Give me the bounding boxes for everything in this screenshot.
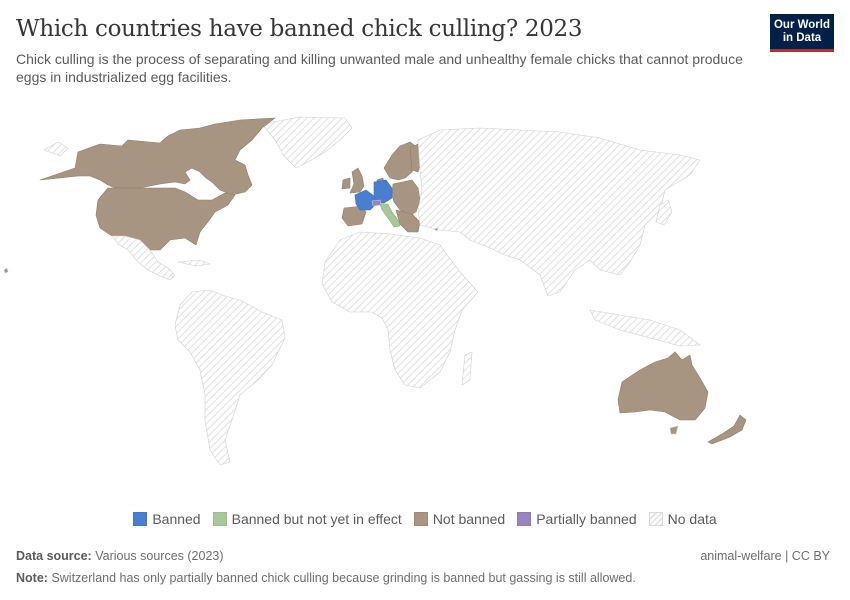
chart-title: Which countries have banned chick cullin… xyxy=(16,16,583,42)
continent-south-america[interactable] xyxy=(174,289,286,466)
country-caribbean[interactable] xyxy=(177,259,211,267)
data-source-label: Data source: xyxy=(16,549,92,563)
chart-subtitle: Chick culling is the process of separati… xyxy=(16,51,743,85)
country-australia[interactable] xyxy=(617,351,709,421)
country-madagascar[interactable] xyxy=(461,351,473,386)
logo-line-2: in Data xyxy=(782,32,822,44)
country-cyprus[interactable] xyxy=(433,227,439,232)
data-source-value: Various sources (2023) xyxy=(95,549,224,563)
legend-label: Banned but not yet in effect xyxy=(231,511,402,527)
country-ireland[interactable] xyxy=(341,177,351,190)
country-new-zealand[interactable] xyxy=(707,414,747,445)
continent-africa[interactable] xyxy=(321,231,479,389)
country-mexico[interactable] xyxy=(111,235,176,281)
legend-swatch-partially-banned xyxy=(517,512,532,526)
license-link[interactable]: animal-welfare | CC BY xyxy=(700,549,830,563)
country-uk[interactable] xyxy=(349,167,365,194)
country-balkans[interactable] xyxy=(395,209,421,233)
country-switzerland[interactable] xyxy=(371,199,382,207)
legend-label: No data xyxy=(667,511,717,527)
country-germany[interactable] xyxy=(373,179,393,204)
legend-label: Banned xyxy=(152,511,201,527)
country-hawaii[interactable] xyxy=(3,267,9,274)
owid-logo[interactable]: Our World in Data xyxy=(770,14,834,52)
legend-item-not-banned[interactable]: Not banned xyxy=(413,511,506,527)
country-italy[interactable] xyxy=(379,203,401,228)
legend-item-banned[interactable]: Banned xyxy=(133,511,201,527)
country-canada[interactable] xyxy=(39,117,276,196)
chart-header: Which countries have banned chick cullin… xyxy=(16,14,756,86)
country-france[interactable] xyxy=(354,189,377,211)
legend-item-partially-banned[interactable]: Partially banned xyxy=(517,511,637,527)
country-eastern-europe[interactable] xyxy=(391,179,421,216)
data-source: Data source: Various sources (2023) xyxy=(16,548,224,564)
legend-label: Not banned xyxy=(432,511,506,527)
legend-swatch-banned-not-yet xyxy=(212,512,227,526)
region-southeast-asia-islands[interactable] xyxy=(589,309,701,347)
chart-note: Note: Switzerland has only partially ban… xyxy=(16,570,636,586)
note-value: Switzerland has only partially banned ch… xyxy=(51,571,636,585)
legend-item-banned-not-yet[interactable]: Banned but not yet in effect xyxy=(212,511,402,527)
country-japan[interactable] xyxy=(655,199,673,226)
country-alaska-islands[interactable] xyxy=(43,141,69,157)
logo-line-1: Our World xyxy=(773,19,830,31)
country-united-states[interactable] xyxy=(95,187,236,251)
legend-item-no-data[interactable]: No data xyxy=(648,511,717,527)
country-tasmania[interactable] xyxy=(669,425,679,435)
legend-swatch-banned xyxy=(133,512,148,526)
legend-swatch-no-data xyxy=(648,512,663,526)
legend-label: Partially banned xyxy=(536,511,637,527)
world-map[interactable] xyxy=(0,105,850,500)
map-legend: Banned Banned but not yet in effect Not … xyxy=(0,511,850,527)
note-label: Note: xyxy=(16,571,48,585)
continent-asia[interactable] xyxy=(417,127,701,297)
legend-swatch-not-banned xyxy=(413,512,428,526)
chart-footer: Data source: Various sources (2023) anim… xyxy=(16,548,830,586)
country-greenland[interactable] xyxy=(261,116,353,169)
